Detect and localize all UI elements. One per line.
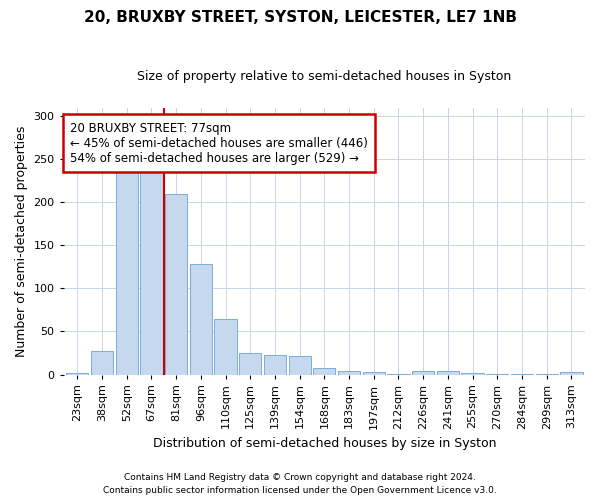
Bar: [461, 373, 484, 374]
Bar: [313, 368, 335, 374]
Bar: [116, 164, 138, 374]
Bar: [338, 371, 360, 374]
Text: 20, BRUXBY STREET, SYSTON, LEICESTER, LE7 1NB: 20, BRUXBY STREET, SYSTON, LEICESTER, LE…: [83, 10, 517, 25]
Bar: [214, 318, 236, 374]
Bar: [190, 264, 212, 374]
Bar: [289, 356, 311, 374]
Bar: [437, 371, 459, 374]
Bar: [140, 166, 163, 374]
Text: 20 BRUXBY STREET: 77sqm
← 45% of semi-detached houses are smaller (446)
54% of s: 20 BRUXBY STREET: 77sqm ← 45% of semi-de…: [70, 122, 368, 164]
Bar: [560, 372, 583, 374]
Bar: [412, 371, 434, 374]
Y-axis label: Number of semi-detached properties: Number of semi-detached properties: [15, 126, 28, 357]
Title: Size of property relative to semi-detached houses in Syston: Size of property relative to semi-detach…: [137, 70, 511, 83]
Bar: [264, 354, 286, 374]
Text: Contains HM Land Registry data © Crown copyright and database right 2024.
Contai: Contains HM Land Registry data © Crown c…: [103, 474, 497, 495]
Bar: [91, 352, 113, 374]
Bar: [66, 373, 88, 374]
Bar: [165, 194, 187, 374]
X-axis label: Distribution of semi-detached houses by size in Syston: Distribution of semi-detached houses by …: [152, 437, 496, 450]
Bar: [362, 372, 385, 374]
Bar: [239, 353, 262, 374]
